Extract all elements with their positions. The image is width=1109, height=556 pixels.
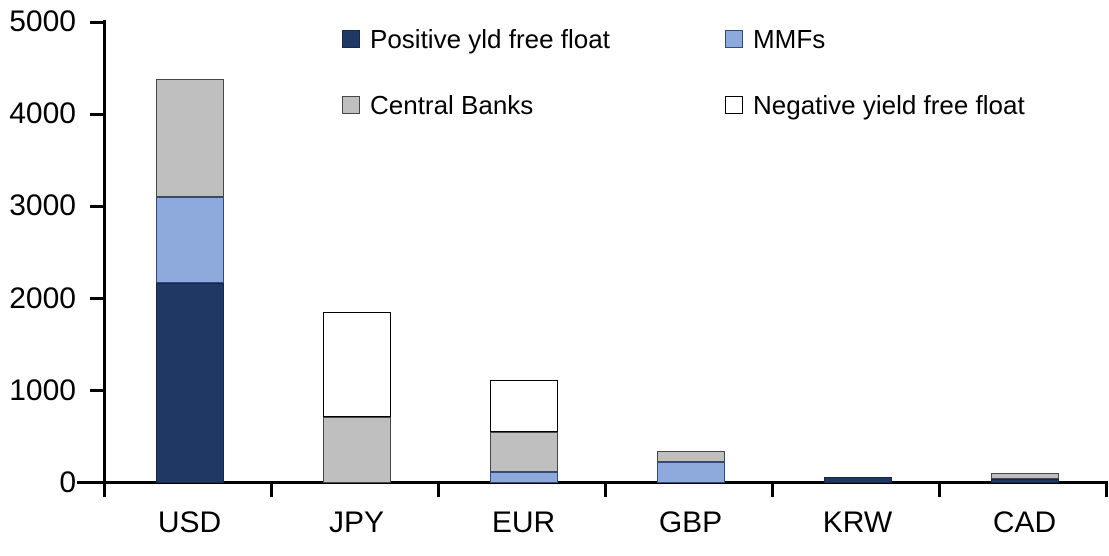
x-tick-mark <box>270 483 273 497</box>
bar-segment-eur-central-banks <box>489 431 558 472</box>
legend-label: Positive yld free float <box>370 24 610 54</box>
x-tick-mark <box>604 483 607 497</box>
y-tick-mark <box>90 20 103 24</box>
y-tick-label: 1000 <box>9 373 76 407</box>
legend-item-mmfs: MMFs <box>725 25 825 53</box>
x-axis-label-krw: KRW <box>822 506 893 539</box>
y-tick-mark <box>90 204 103 208</box>
y-tick-mark <box>90 297 103 301</box>
bar-segment-gbp-central-banks <box>656 450 725 462</box>
y-axis-line <box>103 20 106 486</box>
y-tick-label: 2000 <box>9 281 76 315</box>
x-axis-label-cad: CAD <box>992 506 1057 539</box>
legend-label: MMFs <box>753 24 826 54</box>
legend-label: Negative yield free float <box>753 90 1025 120</box>
legend-swatch-icon <box>725 30 743 48</box>
legend-swatch-icon <box>342 96 360 114</box>
x-axis-label-usd: USD <box>157 506 222 539</box>
x-tick-mark <box>103 483 106 497</box>
legend-label: Central Banks <box>370 90 534 120</box>
y-tick-label: 3000 <box>9 189 76 223</box>
x-axis-label-gbp: GBP <box>658 506 723 539</box>
bar-segment-eur-mmfs <box>489 471 558 483</box>
legend-item-negative-yield-free-float: Negative yield free float <box>725 91 1025 119</box>
x-axis-label-jpy: JPY <box>328 506 385 539</box>
x-axis-line <box>77 481 1108 484</box>
x-axis-label-eur: EUR <box>491 506 556 539</box>
bar-segment-usd-mmfs <box>155 196 224 283</box>
bar-segment-krw-positive-yld-free-float <box>823 477 892 483</box>
x-tick-mark <box>938 483 941 497</box>
bar-segment-eur-negative-yield-free-float <box>489 379 558 432</box>
y-tick-label: 0 <box>59 466 76 499</box>
bar-segment-usd-central-banks <box>155 78 224 197</box>
y-tick-label: 5000 <box>9 5 76 38</box>
y-tick-label: 4000 <box>9 97 76 131</box>
bar-segment-jpy-negative-yield-free-float <box>322 311 391 418</box>
y-tick-mark <box>90 389 103 393</box>
y-tick-mark <box>90 112 103 116</box>
bar-segment-gbp-mmfs <box>656 461 725 483</box>
legend-swatch-icon <box>725 96 743 114</box>
x-tick-mark <box>437 483 440 497</box>
x-tick-mark <box>1105 483 1108 497</box>
legend-item-central-banks: Central Banks <box>342 91 533 119</box>
x-tick-mark <box>771 483 774 497</box>
bar-segment-jpy-central-banks <box>322 417 391 483</box>
legend-swatch-icon <box>342 30 360 48</box>
legend-item-positive-yld-free-float: Positive yld free float <box>342 25 610 53</box>
bar-segment-cad-central-banks <box>990 472 1059 480</box>
bar-segment-cad-positive-yld-free-float <box>990 479 1059 483</box>
bar-segment-usd-positive-yld-free-float <box>155 282 224 483</box>
